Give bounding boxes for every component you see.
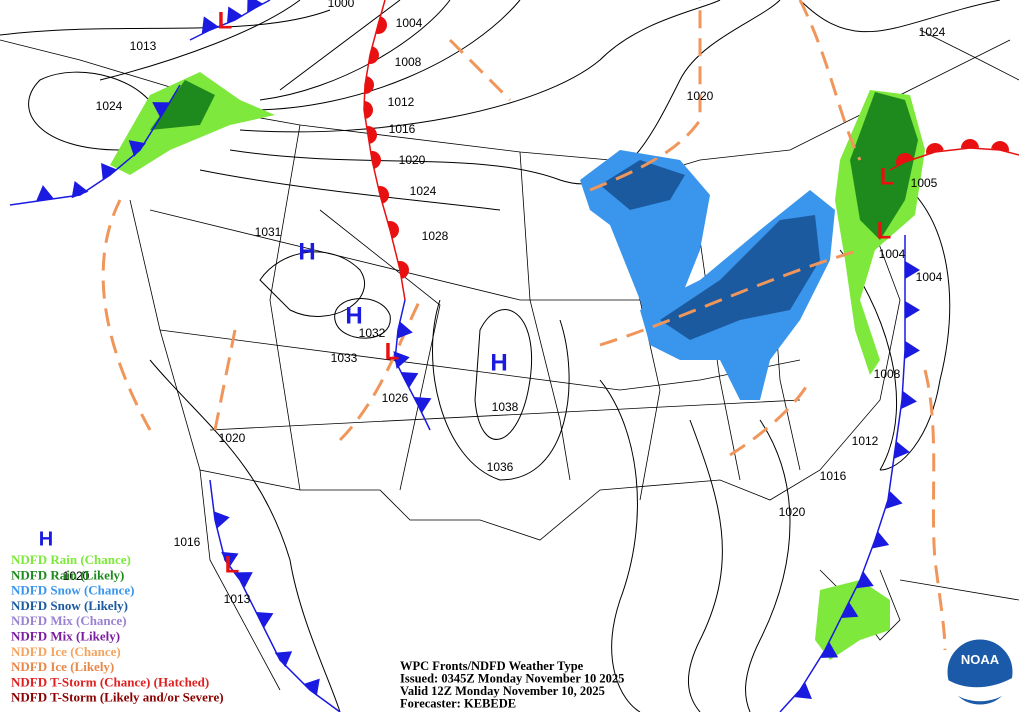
pressure-label: 1024 — [410, 184, 437, 198]
pressure-label: 1008 — [395, 55, 422, 69]
legend-item: NDFD Ice (Chance) — [11, 644, 121, 659]
info-line: Issued: 0345Z Monday November 10 2025 — [400, 672, 624, 686]
legend-item: NDFD Ice (Likely) — [11, 659, 114, 674]
pressure-label: 1013 — [224, 592, 251, 606]
pressure-label: 1028 — [422, 229, 449, 243]
pressure-label: 1032 — [359, 326, 386, 340]
logo-wave — [948, 678, 1012, 702]
pressure-label: 1020 — [779, 505, 806, 519]
info-line: Forecaster: KEBEDE — [400, 697, 516, 711]
pressure-label: 1031 — [255, 225, 282, 239]
high-center: H — [298, 238, 315, 265]
pressure-label: 1016 — [174, 535, 201, 549]
pressure-label: 1024 — [96, 99, 123, 113]
legend-item: NDFD Rain (Chance) — [11, 552, 131, 567]
info-line: WPC Fronts/NDFD Weather Type — [400, 659, 584, 673]
low-center: L — [880, 163, 895, 190]
pressure-label: 1000 — [328, 0, 355, 10]
noaa-logo: NOAA — [944, 636, 1016, 708]
pressure-label: 1020 — [687, 89, 714, 103]
pressure-label: 1026 — [382, 391, 409, 405]
pressure-label: 1012 — [388, 95, 415, 109]
pressure-label: 1033 — [331, 351, 358, 365]
pressure-label: 1020 — [219, 431, 246, 445]
pressure-label: 1016 — [389, 122, 416, 136]
pressure-label: 1020 — [399, 153, 426, 167]
high-center: H — [490, 349, 507, 376]
legend-item: NDFD T-Storm (Chance) (Hatched) — [11, 674, 209, 689]
high-center: H — [345, 302, 362, 329]
pressure-label: 1008 — [874, 367, 901, 381]
pressure-label: 1020 — [63, 569, 90, 583]
legend-symbol: H — [39, 528, 53, 550]
info-line: Valid 12Z Monday November 10, 2025 — [400, 684, 605, 698]
low-center: L — [877, 217, 892, 244]
pressure-label: 1013 — [130, 39, 157, 53]
legend-item: NDFD Mix (Chance) — [11, 613, 127, 628]
pressure-label: 1036 — [487, 460, 514, 474]
fronts — [9, 0, 1019, 712]
logo-text: NOAA — [961, 652, 1000, 667]
pressure-label: 1004 — [396, 16, 423, 30]
legend-item: NDFD Mix (Likely) — [11, 629, 120, 644]
pressure-label: 1016 — [820, 469, 847, 483]
map-labels: 1000 1004 1008 1012 1016 1020 1024 1028 1013 1024… — [63, 0, 946, 606]
pressure-label: 1012 — [852, 434, 879, 448]
low-center: L — [225, 551, 240, 578]
low-center: L — [218, 7, 233, 34]
legend-item: NDFD T-Storm (Likely and/or Severe) — [11, 690, 224, 705]
low-center: L — [385, 338, 400, 365]
pressure-label: 1004 — [879, 247, 906, 261]
legend-item: NDFD Snow (Likely) — [11, 598, 128, 613]
legend-item: NDFD Snow (Chance) — [11, 583, 135, 598]
pressure-label: 1038 — [492, 400, 519, 414]
legend-item: NDFD Rain (Likely) — [11, 567, 124, 582]
pressure-label: 1004 — [916, 270, 943, 284]
pressure-label: 1005 — [911, 176, 938, 190]
pressure-label: 1024 — [919, 25, 946, 39]
